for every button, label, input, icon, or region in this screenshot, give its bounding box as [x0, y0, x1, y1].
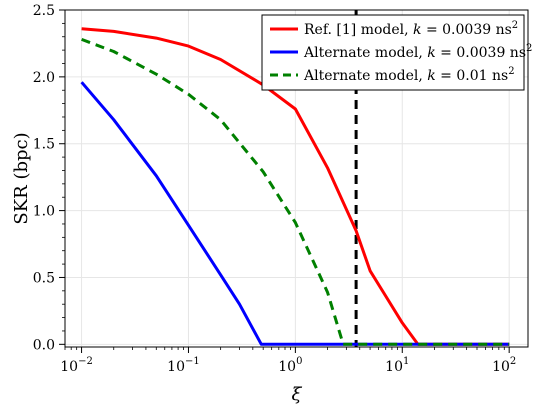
series-lines — [80, 27, 510, 346]
x-tick-label: 100 — [278, 356, 302, 375]
x-tick-label: 10−1 — [167, 356, 200, 375]
y-tick-label: 0.0 — [33, 337, 55, 353]
legend: Ref. [1] model, k = 0.0039 ns2 Alternate … — [261, 14, 532, 91]
x-tick-label: 102 — [492, 356, 516, 375]
series-line-1 — [81, 27, 510, 346]
y-tick-label: 0.5 — [33, 270, 55, 286]
legend-label-3: Alternate model, k = 0.01 ns2 — [303, 66, 515, 84]
x-tick-label: 10−2 — [60, 356, 93, 375]
y-tick-label: 1.0 — [33, 204, 55, 220]
y-axis-label: SKR (bpc) — [11, 132, 32, 224]
y-axis: 0.0 0.5 1.0 1.5 2.0 2.5 — [33, 3, 65, 353]
x-axis: 10−2 10−1 100 101 102 — [60, 347, 516, 375]
y-tick-label: 2.5 — [33, 3, 55, 19]
legend-label-2: Alternate model, k = 0.0039 ns2 — [303, 43, 532, 61]
legend-label-1: Ref. [1] model, k = 0.0039 ns2 — [304, 20, 518, 38]
plot-frame — [64, 9, 529, 348]
y-tick-label: 2.0 — [33, 70, 55, 86]
y-tick-label: 1.5 — [33, 137, 55, 153]
series-line-3 — [81, 37, 510, 346]
x-tick-label: 101 — [385, 356, 409, 375]
legend-box — [261, 14, 525, 91]
x-axis-label: ξ — [292, 384, 303, 405]
